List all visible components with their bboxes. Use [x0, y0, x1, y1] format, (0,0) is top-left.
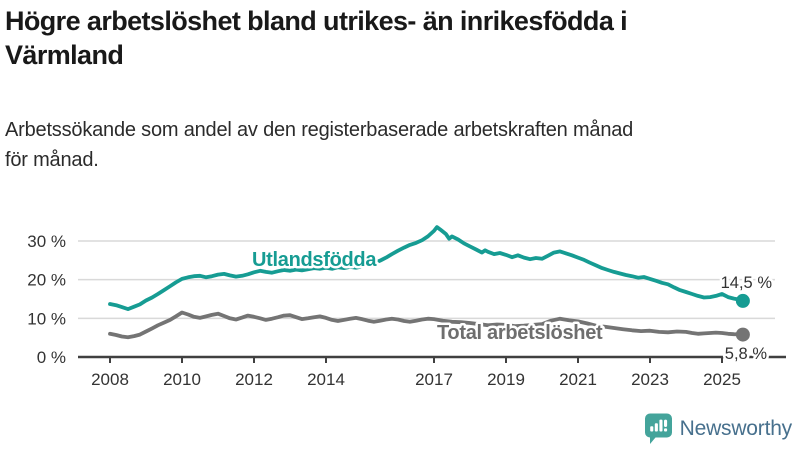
- x-axis-tick-label: 2012: [235, 370, 273, 389]
- y-axis-tick-label: 0 %: [37, 348, 66, 367]
- series-line-total-arbetsloshet: [108, 310, 745, 340]
- x-axis-tick-label: 2008: [91, 370, 129, 389]
- exclamation-dot: [663, 428, 667, 432]
- series-end-dot-utlandsfodda: [735, 293, 750, 308]
- x-axis-tick-label: 2014: [307, 370, 345, 389]
- series-end-dot-total-arbetsloshet: [735, 327, 750, 342]
- x-axis-tick-label: 2021: [559, 370, 597, 389]
- newsworthy-bubble-chart-icon: [644, 413, 672, 444]
- series-line-utlandsfodda: [108, 225, 745, 312]
- bar-small: [649, 426, 653, 432]
- x-axis-tick-label: 2023: [631, 370, 669, 389]
- series-end-value-label-utlandsfodda: 14,5 %: [721, 274, 773, 292]
- series-end-value-label-total-arbetsloshet: 5,8 %: [725, 345, 768, 363]
- page-subtitle-line-2: för månad.: [5, 149, 99, 171]
- exclamation-stem: [663, 419, 667, 427]
- x-axis-tick-label: 2019: [487, 370, 525, 389]
- x-axis-tick-label: 2010: [163, 370, 201, 389]
- newsworthy-logo[interactable]: Newsworthy: [644, 411, 792, 447]
- page-subtitle: Arbetssökande som andel av den registerb…: [5, 115, 785, 175]
- bar-large: [659, 419, 663, 432]
- newsworthy-wordmark: Newsworthy: [679, 417, 793, 440]
- series-label-utlandsfodda: Utlandsfödda: [252, 249, 377, 271]
- page-subtitle-line-1: Arbetssökande som andel av den registerb…: [5, 119, 634, 141]
- y-axis-tick-label: 30 %: [27, 232, 66, 251]
- y-axis-tick-label: 20 %: [27, 271, 66, 290]
- page-title-line-2: Värmland: [5, 40, 124, 70]
- x-axis-tick-label: 2017: [415, 370, 453, 389]
- speech-bubble-shape: [644, 413, 672, 444]
- y-axis-tick-label: 10 %: [27, 309, 66, 328]
- bar-medium: [654, 423, 658, 432]
- page-title-line-1: Högre arbetslöshet bland utrikes- än inr…: [5, 6, 628, 36]
- series-label-total-arbetsloshet: Total arbetslöshet: [437, 322, 603, 344]
- x-axis-tick-label: 2025: [703, 370, 741, 389]
- page-title: Högre arbetslöshet bland utrikes- än inr…: [5, 4, 785, 72]
